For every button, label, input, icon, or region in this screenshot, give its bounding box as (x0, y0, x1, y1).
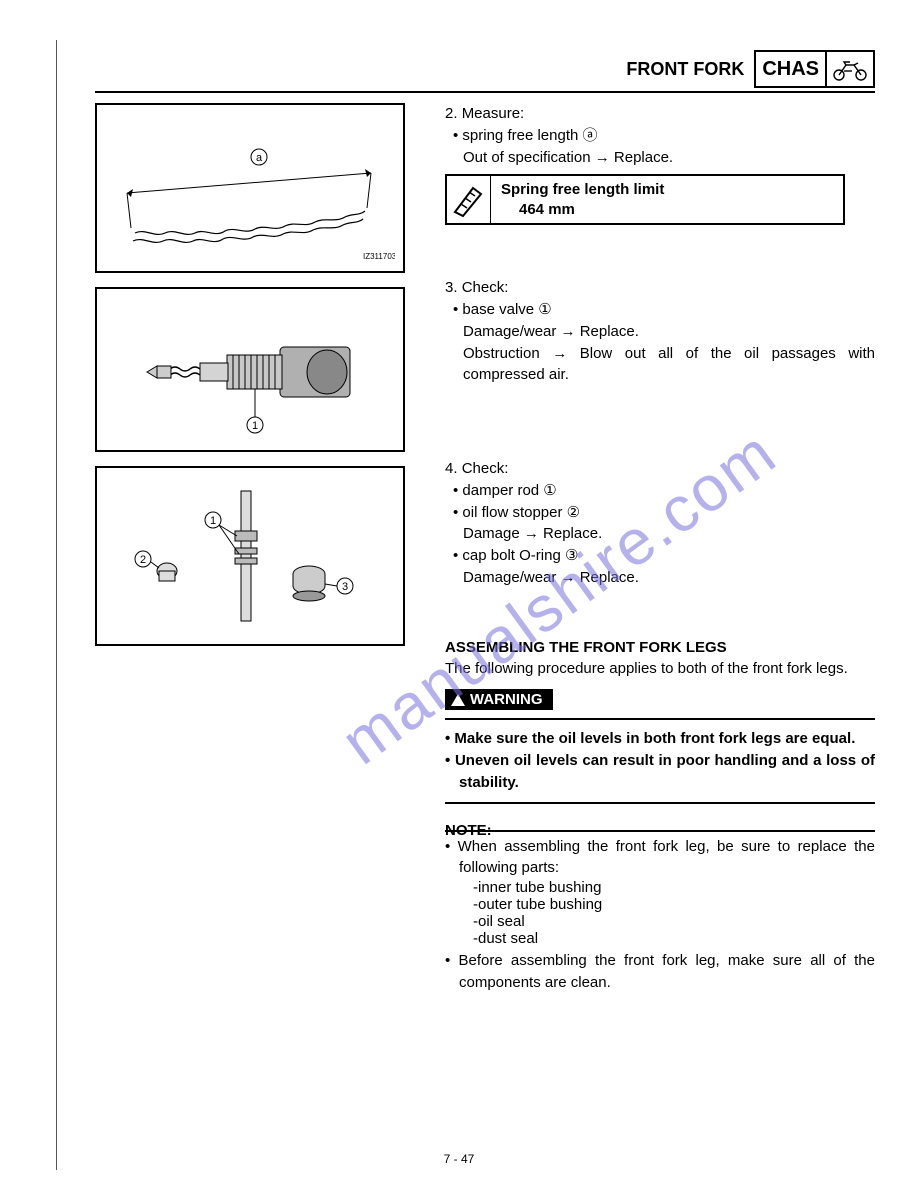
warning-item: Uneven oil levels can result in poor han… (445, 750, 875, 794)
svg-text:a: a (256, 152, 263, 164)
step-note: Damage/wear → Replace. (445, 567, 875, 589)
spec-label: Spring free length limit (501, 180, 664, 200)
step-item: damper rod ① (453, 480, 875, 502)
figure-base-valve: 1 (95, 287, 405, 452)
step-note: Obstruction → Blow out all of the oil pa… (445, 343, 875, 387)
step-num: 4. (445, 460, 458, 477)
step-2: 2. Measure: spring free length ⓐ Out of … (445, 103, 875, 225)
step-num: 3. (445, 279, 458, 296)
step-num: 2. (445, 105, 458, 122)
step-note: Out of specification → Replace. (445, 147, 875, 169)
page-left-rule (56, 40, 57, 1170)
spec-text: Spring free length limit 464 mm (491, 176, 674, 223)
page-number: 7 - 47 (444, 1152, 475, 1166)
svg-text:3: 3 (342, 581, 348, 593)
step-title: Check: (462, 460, 509, 477)
step-title: Check: (462, 279, 509, 296)
divider (445, 802, 875, 804)
warning-badge: WARNING (445, 689, 553, 710)
svg-text:2: 2 (140, 554, 146, 566)
step-title: Measure: (462, 105, 525, 122)
motorcycle-icon (827, 52, 873, 86)
step-note: Damage/wear → Replace. (445, 321, 875, 343)
svg-text:1: 1 (252, 420, 258, 432)
page-header: FRONT FORK CHAS (95, 50, 875, 93)
figure-damper-rod: 2 1 3 (95, 466, 405, 646)
note-list: Before assembling the front fork leg, ma… (445, 950, 875, 994)
spec-box: Spring free length limit 464 mm (445, 174, 845, 225)
header-badge-box: CHAS (754, 50, 875, 88)
assembling-intro: The following procedure applies to both … (445, 658, 875, 680)
step-item: spring free length ⓐ (453, 125, 875, 147)
chas-label: CHAS (756, 52, 827, 86)
step-item: cap bolt O-ring ③ (453, 545, 875, 567)
note-subitem: -dust seal (445, 930, 875, 947)
note-underline (445, 830, 875, 832)
note-subitem: -inner tube bushing (445, 879, 875, 896)
step-item: oil flow stopper ② (453, 502, 875, 524)
step-3: 3. Check: base valve ① Damage/wear → Rep… (445, 277, 875, 386)
warning-label: WARNING (470, 691, 543, 708)
note-subitem: -oil seal (445, 913, 875, 930)
note-item: When assembling the front fork leg, be s… (445, 836, 875, 880)
caliper-icon (447, 176, 491, 223)
figure-ref: IZ311703 (363, 252, 395, 261)
svg-text:1: 1 (210, 515, 216, 527)
step-4: 4. Check: damper rod ① oil flow stopper … (445, 458, 875, 589)
text-column: 2. Measure: spring free length ⓐ Out of … (445, 103, 875, 994)
figures-column: a IZ311703 (95, 103, 425, 994)
assembling-title: ASSEMBLING THE FRONT FORK LEGS (445, 639, 875, 656)
divider (445, 718, 875, 720)
figure-spring: a IZ311703 (95, 103, 405, 273)
spec-value: 464 mm (501, 200, 664, 220)
warning-list: Make sure the oil levels in both front f… (445, 728, 875, 793)
two-column-layout: a IZ311703 (95, 103, 875, 994)
page-content: FRONT FORK CHAS (95, 50, 875, 994)
note-list: When assembling the front fork leg, be s… (445, 836, 875, 880)
note-item: Before assembling the front fork leg, ma… (445, 950, 875, 994)
step-item: base valve ① (453, 299, 875, 321)
step-note: Damage → Replace. (445, 523, 875, 545)
header-title: FRONT FORK (626, 59, 744, 80)
warning-triangle-icon (451, 694, 465, 706)
warning-item: Make sure the oil levels in both front f… (445, 728, 875, 750)
note-subitem: -outer tube bushing (445, 896, 875, 913)
